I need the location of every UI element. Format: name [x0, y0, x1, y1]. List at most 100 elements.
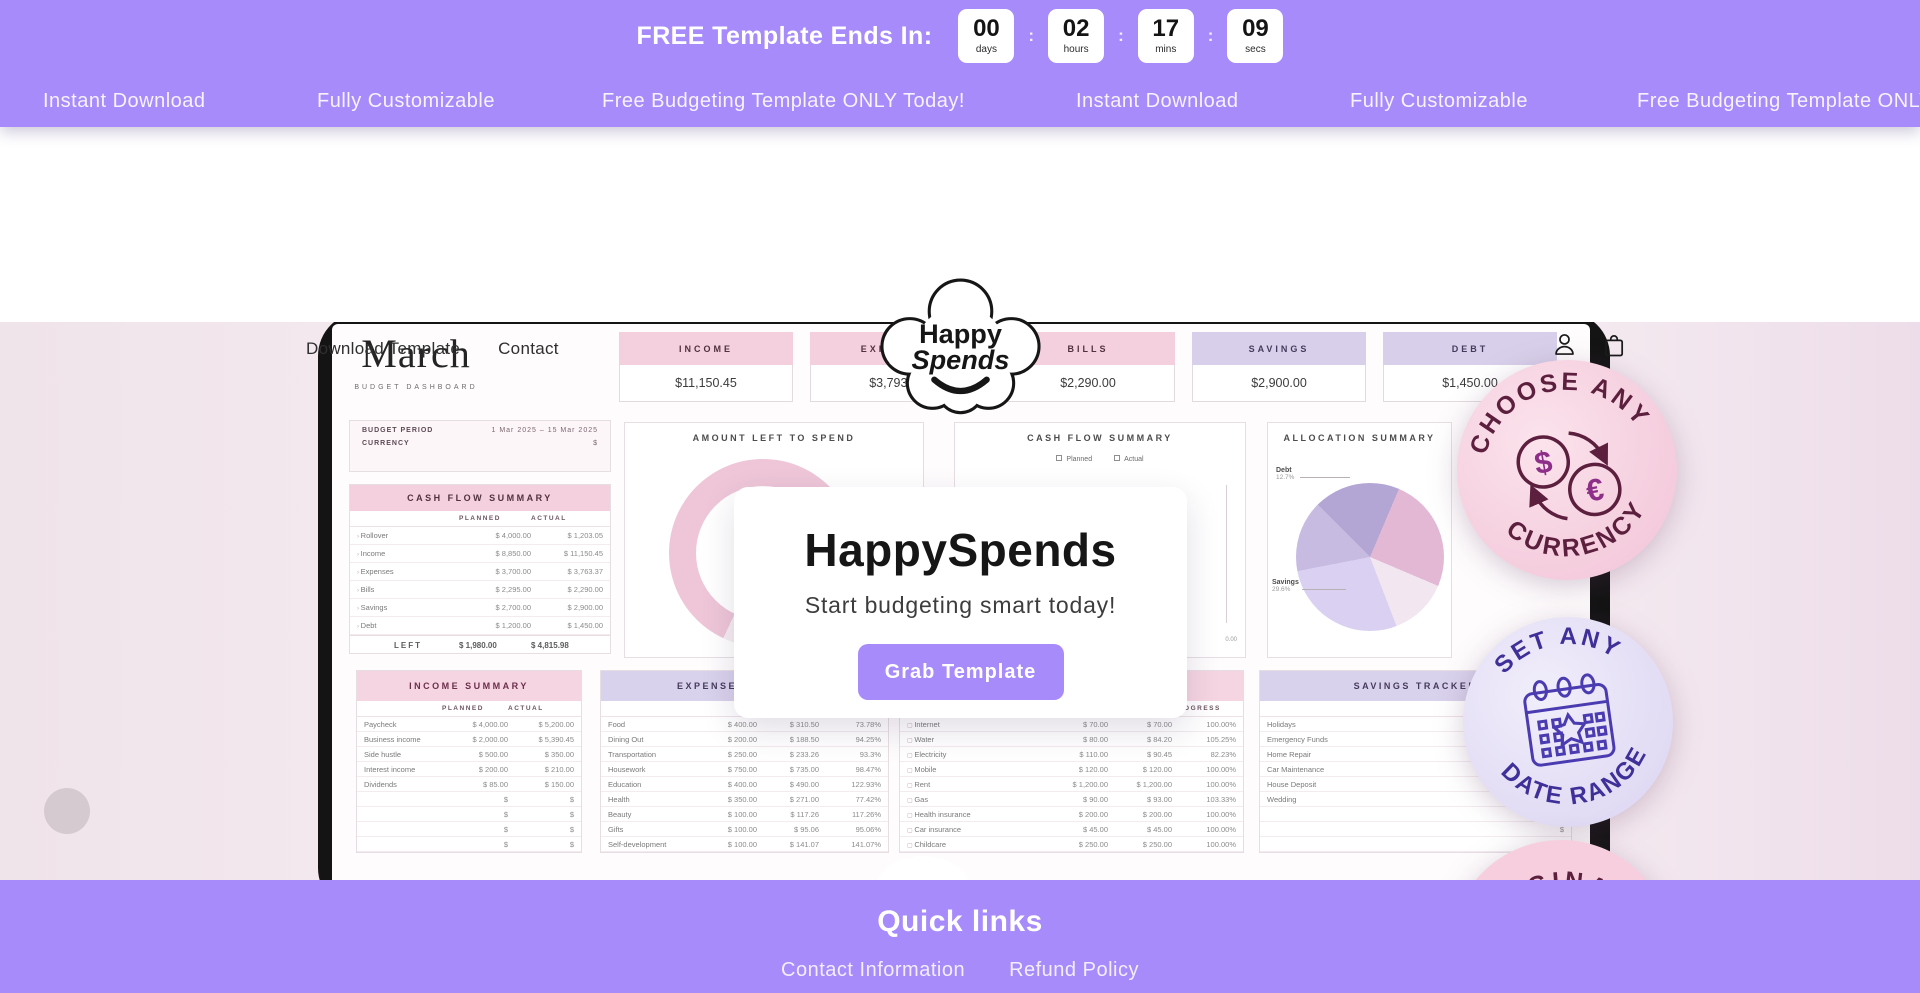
- countdown-days: 00 days: [958, 9, 1015, 63]
- countdown-separator: :: [1118, 26, 1124, 45]
- table-row: $ $: [357, 807, 581, 822]
- currency-label: CURRENCY: [362, 440, 410, 447]
- currency-value: $: [593, 440, 598, 447]
- announcement-title: FREE Template Ends In:: [636, 21, 933, 50]
- table-row: Debt$ 1,200.00$ 1,450.00: [350, 617, 610, 635]
- legend-actual: Actual: [1114, 455, 1144, 463]
- table-row: Gifts $ 100.00 $ 95.06 95.06%: [601, 822, 888, 837]
- income-rows: Paycheck $ 4,000.00 $ 5,200.00 Business inc…: [357, 717, 581, 852]
- table-row: Dining Out $ 200.00 $ 188.50 94.25%: [601, 732, 888, 747]
- amount-left-title: AMOUNT LEFT TO SPEND: [692, 433, 856, 443]
- table-row: Housework $ 750.00 $ 735.00 98.47%: [601, 762, 888, 777]
- table-row: Dividends $ 85.00 $ 150.00: [357, 777, 581, 792]
- stat-card-income: INCOME $11,150.45: [619, 332, 793, 402]
- table-row: Paycheck $ 4,000.00 $ 5,200.00: [357, 717, 581, 732]
- table-row: $ $: [357, 792, 581, 807]
- table-row: Health $ 350.00 $ 271.00 77.42%: [601, 792, 888, 807]
- marquee-item: Fully Customizable: [1350, 90, 1528, 112]
- countdown-secs-value: 09: [1242, 15, 1269, 42]
- cashflow-chart-title: CASH FLOW SUMMARY: [1027, 433, 1173, 443]
- table-row: $ $: [357, 837, 581, 852]
- allocation-summary-panel: ALLOCATION SUMMARY Debt 12.7% Savings 29…: [1267, 422, 1452, 658]
- allocation-label-savings: Savings 29.6%: [1272, 579, 1299, 593]
- left-actual: $ 4,815.98: [531, 640, 569, 650]
- cart-icon[interactable]: [1600, 331, 1628, 359]
- countdown-hours-value: 02: [1062, 15, 1090, 42]
- calendar-icon: [1523, 673, 1616, 767]
- countdown-days-value: 00: [973, 15, 1000, 42]
- left-planned: $ 1,980.00: [459, 640, 497, 650]
- income-columns: PLANNED ACTUAL: [357, 701, 581, 717]
- stat-card-savings: SAVINGS $2,900.00: [1192, 332, 1366, 402]
- cloud-logo-icon: Happy Spends: [880, 278, 1041, 415]
- footer-link-refund-policy[interactable]: Refund Policy: [1009, 959, 1139, 981]
- income-title: INCOME SUMMARY: [357, 671, 581, 701]
- marquee-item: Instant Download: [43, 90, 206, 112]
- leader-line: [1302, 589, 1346, 590]
- countdown-days-label: days: [975, 44, 997, 55]
- countdown-separator: :: [1207, 26, 1214, 45]
- stat-label: SAVINGS: [1192, 332, 1366, 365]
- logo-text-spends: Spends: [912, 344, 1010, 375]
- countdown-separator: :: [1028, 26, 1035, 45]
- table-row: Transportation $ 250.00 $ 233.26 93.3%: [601, 747, 888, 762]
- allocation-title: ALLOCATION SUMMARY: [1283, 433, 1436, 443]
- account-icon[interactable]: [1551, 331, 1578, 358]
- hero-title: HappySpends: [804, 524, 1117, 576]
- currency-badge-icon: CHOOSE ANY CURRENCY $ €: [1453, 352, 1677, 580]
- table-row: Expenses$ 3,700.00$ 3,763.37: [350, 563, 610, 581]
- countdown-mins-label: mins: [1155, 44, 1177, 55]
- choose-any-currency-badge: CHOOSE ANY CURRENCY $ €: [1453, 352, 1679, 587]
- nav-link-download-template[interactable]: Download Template: [306, 339, 461, 358]
- col-planned: PLANNED: [442, 705, 484, 712]
- dashboard-month: March: [361, 331, 471, 376]
- chart-legend: Planned Actual: [955, 455, 1245, 463]
- table-row: Income$ 8,850.00$ 11,150.45: [350, 545, 610, 563]
- table-row: Interest income $ 200.00 $ 210.00: [357, 762, 581, 777]
- countdown-mins-value: 17: [1152, 15, 1180, 42]
- stat-value: $2,900.00: [1192, 365, 1366, 402]
- dashboard-subtitle: BUDGET DASHBOARD: [354, 384, 478, 391]
- table-row: Food $ 400.00 $ 310.50 73.78%: [601, 717, 888, 732]
- countdown-row: FREE Template Ends In: 00 days : 02 hour…: [0, 0, 1920, 63]
- axis-zero-label: 0.00: [1225, 637, 1237, 643]
- countdown-hours-label: hours: [1063, 44, 1089, 55]
- partial-badge-icon: ORIGINAL: [1450, 840, 1672, 880]
- marquee-strip: Instant Download Fully Customizable Free…: [0, 88, 1920, 120]
- footer-link-contact-information[interactable]: Contact Information: [781, 959, 966, 981]
- site-footer: Quick links Contact Information Refund P…: [0, 880, 1920, 993]
- table-row: Self-development $ 100.00 $ 141.07 141.07%: [601, 837, 888, 852]
- leader-line: [1300, 477, 1350, 478]
- date-badge-icon: SET ANY DATE RANGE: [1463, 614, 1673, 827]
- happyspends-logo[interactable]: Happy Spends: [873, 273, 1048, 425]
- period-label: BUDGET PERIOD: [362, 427, 434, 434]
- hero-section: March BUDGET DASHBOARD INCOME $11,150.45…: [0, 322, 1920, 880]
- stat-label: INCOME: [619, 332, 793, 365]
- left-label: LEFT: [394, 640, 422, 650]
- partial-badge: ORIGINAL: [1448, 838, 1674, 880]
- set-any-date-range-badge: SET ANY DATE RANGE: [1461, 614, 1675, 834]
- dollar-symbol: $: [1532, 444, 1555, 481]
- cashflow-summary-table: CASH FLOW SUMMARY PLANNED ACTUAL Rollove…: [349, 484, 611, 654]
- col-progress: PROGRESS: [1172, 705, 1221, 712]
- stat-value: $2,290.00: [1001, 365, 1175, 402]
- chart-axis: [1226, 485, 1227, 623]
- grab-template-button[interactable]: Grab Template: [857, 644, 1064, 700]
- marquee-item: Free Budgeting Template ONLY Today!: [1637, 90, 1920, 112]
- footer-links: Contact Information Refund Policy: [0, 959, 1920, 982]
- site-header: Download Template Contact: [0, 127, 1920, 415]
- nav-link-contact[interactable]: Contact: [498, 339, 559, 358]
- header-icons: [1551, 331, 1628, 359]
- period-value: 1 Mar 2025 – 15 Mar 2025: [491, 427, 598, 434]
- income-summary-table: INCOME SUMMARY PLANNED ACTUAL Paycheck $ …: [356, 670, 582, 853]
- stat-cards: INCOME $11,150.45 EXPENSES $3,793.37 BIL…: [619, 332, 1557, 402]
